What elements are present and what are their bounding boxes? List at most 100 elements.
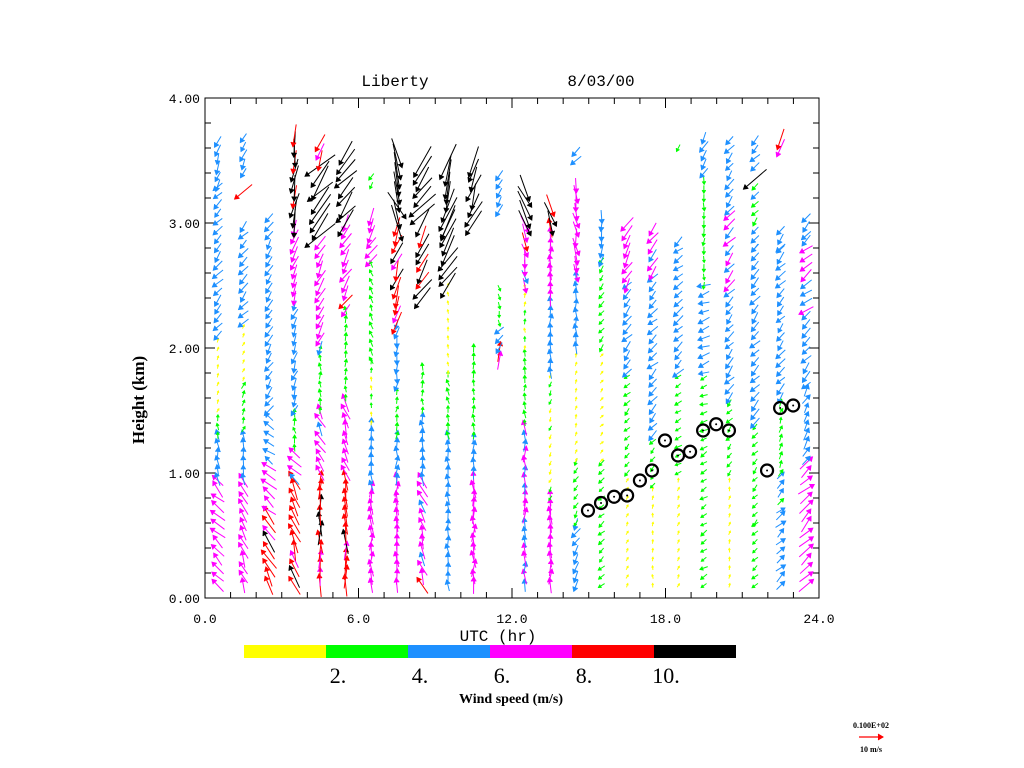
wind-vector-head [290, 410, 296, 417]
wind-vector-head [289, 477, 296, 484]
wind-vector [726, 314, 733, 325]
wind-vector-head [799, 266, 806, 272]
wind-vector [571, 146, 581, 158]
wind-vector-head [369, 367, 373, 371]
wind-vector [623, 234, 631, 250]
wind-vector [262, 540, 275, 560]
wind-vector-head [237, 304, 244, 311]
wind-vector [289, 236, 299, 255]
wind-vector [444, 579, 451, 592]
wind-vector-head [343, 340, 348, 346]
wind-vector-head [648, 256, 654, 263]
wind-vector [699, 167, 709, 179]
wind-vector [547, 331, 554, 344]
wind-vector-head [471, 523, 478, 530]
wind-vector [212, 218, 223, 226]
wind-vector [598, 265, 604, 274]
wind-vector [775, 520, 787, 528]
wind-vector [263, 221, 274, 233]
wind-vector [597, 530, 606, 536]
wind-vector-head [464, 221, 470, 228]
wind-vector [803, 410, 810, 422]
wind-vector-head [393, 276, 400, 282]
wind-vector [598, 468, 605, 475]
wind-vector-head [314, 412, 320, 419]
wind-vector-head [395, 191, 402, 198]
wind-vector [646, 257, 659, 272]
wind-vector [264, 397, 274, 407]
wind-vector-head [725, 139, 731, 146]
wind-vector [723, 210, 736, 221]
wind-vector-head [213, 204, 219, 210]
wind-vector-head [572, 287, 579, 294]
wind-vector [390, 204, 404, 242]
wind-vector [213, 330, 222, 341]
wind-vector [574, 413, 578, 419]
wind-vector [750, 252, 760, 262]
wind-vector-head [420, 379, 425, 384]
wind-vector [315, 456, 325, 472]
wind-vector [209, 509, 226, 521]
wind-vector [750, 364, 760, 377]
wind-vector [700, 150, 707, 162]
wind-vector-head [214, 176, 220, 183]
wind-vector-head [291, 385, 297, 392]
wind-vector-head [442, 181, 449, 188]
wind-vector [597, 565, 606, 571]
wind-vector-head [776, 389, 782, 396]
wind-vector [242, 350, 245, 356]
wind-vector [341, 259, 349, 275]
wind-vector-head [442, 194, 449, 201]
wind-vector-head [290, 264, 296, 271]
wind-vector-head [440, 293, 446, 299]
wind-vector [751, 494, 758, 500]
wind-vector-head [750, 361, 757, 367]
wind-vector [343, 367, 348, 376]
wind-vector [802, 221, 810, 233]
wind-vector [700, 158, 707, 171]
wind-vector-head [697, 370, 704, 377]
wind-vector-head [650, 450, 654, 455]
wind-vector [445, 430, 450, 440]
wind-vector [315, 448, 325, 463]
wind-vector-head [446, 326, 450, 330]
wind-vector [216, 372, 220, 378]
wind-vector [672, 265, 684, 272]
wind-vector [239, 133, 247, 144]
wind-vector-head [522, 400, 527, 406]
boundary-layer-marker-center [766, 469, 769, 472]
wind-vector-head [263, 439, 269, 445]
wind-vector [573, 178, 580, 194]
wind-vector [216, 381, 220, 387]
wind-vector [697, 352, 710, 360]
wind-vector [214, 304, 222, 315]
wind-vector [369, 303, 373, 312]
y-tick-labels: 0.001.002.003.004.00 [169, 92, 200, 607]
wind-vector-head [699, 411, 704, 416]
wind-vector-head [649, 417, 655, 424]
wind-vector [522, 278, 529, 294]
wind-vector [393, 515, 400, 532]
boundary-layer-marker [709, 417, 724, 432]
wind-vector-head [548, 427, 552, 431]
wind-vector-shaft [437, 247, 459, 272]
wind-vector [751, 530, 759, 536]
wind-vector [265, 274, 272, 285]
wind-vector [625, 556, 629, 562]
wind-vector-head [673, 346, 680, 353]
wind-vector-head [674, 354, 680, 361]
wind-vector [291, 360, 298, 374]
wind-vector-head [548, 401, 552, 406]
wind-vector [522, 365, 527, 375]
wind-vector-head [289, 529, 296, 536]
wind-vector [599, 379, 604, 384]
wind-vector [341, 411, 349, 429]
wind-vector [393, 181, 402, 214]
wind-vector-head [290, 314, 296, 321]
wind-vector [778, 425, 783, 433]
wind-vector-head [315, 340, 321, 347]
wind-vector [776, 296, 785, 308]
colorbar-label: 10. [652, 663, 680, 688]
wind-vector-head [465, 196, 471, 203]
wind-vector [648, 438, 657, 445]
